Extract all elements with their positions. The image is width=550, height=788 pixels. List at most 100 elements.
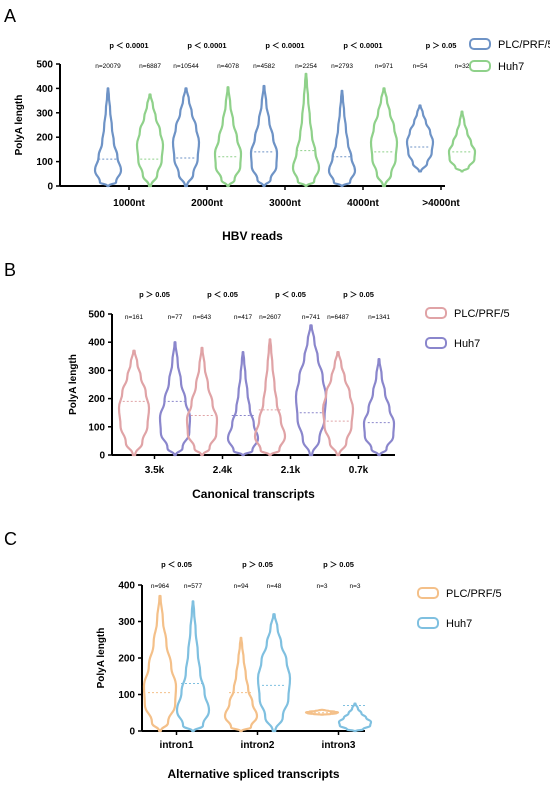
- n-count-label: n=77: [168, 314, 183, 321]
- n-count-label: n=10544: [173, 63, 199, 70]
- y-tick-label: 200: [88, 394, 105, 405]
- n-count-label: n=577: [184, 583, 203, 590]
- y-tick-label: 100: [88, 422, 105, 433]
- x-axis-title: Canonical transcripts: [192, 487, 315, 501]
- p-value-label: p ＞ 0.05: [343, 290, 374, 299]
- y-tick-label: 200: [118, 654, 135, 665]
- n-count-label: n=2793: [331, 63, 353, 70]
- x-tick-label: 1000nt: [113, 198, 145, 209]
- violin-plc-prf-5: [249, 84, 279, 188]
- x-tick-label: 2.4k: [213, 465, 233, 476]
- legend-label: PLC/PRF/5: [446, 588, 502, 600]
- violin-plc-prf-5: [142, 594, 178, 733]
- x-tick-label: 2.1k: [281, 465, 301, 476]
- panel-c: C 0 100 200 300 400 PolyA length p ＜ 0.05 n=964 n…: [4, 529, 502, 781]
- p-value-label: p ＜ 0.0001: [109, 41, 148, 50]
- n-count-label: n=4582: [253, 63, 275, 70]
- n-count-label: n=971: [375, 63, 394, 70]
- violin-plc-prf-5: [327, 89, 357, 188]
- legend-label: PLC/PRF/5: [498, 39, 550, 51]
- n-count-label: n=4078: [217, 63, 239, 70]
- p-value-label: p ＜ 0.0001: [265, 41, 304, 50]
- p-value-label: p ＜ 0.05: [207, 290, 238, 299]
- y-tick-label: 300: [36, 108, 53, 119]
- panel-letter: C: [4, 529, 17, 549]
- n-count-label: n=6887: [139, 63, 161, 70]
- x-tick-label: 4000nt: [347, 198, 379, 209]
- violin-plc-prf-5: [93, 87, 123, 188]
- n-count-label: n=2607: [259, 314, 281, 321]
- p-value-label: p ＞ 0.05: [323, 560, 354, 569]
- y-tick-label: 400: [118, 581, 135, 592]
- legend-label: PLC/PRF/5: [454, 308, 510, 320]
- violin-huh7: [213, 86, 243, 188]
- y-tick-label: 400: [36, 84, 53, 95]
- legend-swatch: [469, 38, 491, 50]
- y-tick-label: 100: [118, 690, 135, 701]
- n-count-label: n=3: [316, 583, 327, 590]
- panel-a: A 0 100 200 300 400 500 PolyA length p ＜ 0.0001 n…: [4, 6, 550, 243]
- n-count-label: n=1341: [368, 314, 390, 321]
- n-count-label: n=32: [455, 63, 470, 70]
- y-tick-label: 0: [47, 182, 53, 193]
- legend-label: Huh7: [454, 338, 480, 350]
- violin-plc-prf-5: [117, 349, 151, 457]
- legend-swatch: [425, 337, 447, 349]
- violin-huh7: [447, 110, 477, 173]
- x-tick-label: >4000nt: [422, 198, 460, 209]
- violin-huh7: [362, 358, 396, 457]
- p-value-label: p ＞ 0.05: [242, 560, 273, 569]
- y-tick-label: 200: [36, 133, 53, 144]
- violin-huh7: [158, 341, 192, 457]
- y-axis-title: PolyA length: [68, 354, 79, 415]
- violin-plc-prf-5: [185, 346, 219, 457]
- p-value-label: p ＜ 0.0001: [187, 41, 226, 50]
- x-tick-label: intron3: [322, 740, 356, 751]
- y-tick-label: 500: [88, 310, 105, 321]
- violin-huh7: [369, 87, 399, 188]
- p-value-label: p ＞ 0.05: [426, 41, 457, 50]
- violin-huh7: [291, 72, 321, 188]
- violin-huh7: [337, 702, 373, 733]
- violin-plc-prf-5: [253, 338, 287, 457]
- violin-huh7: [175, 600, 211, 733]
- y-tick-label: 0: [99, 451, 105, 462]
- n-count-label: n=54: [413, 63, 428, 70]
- panel-letter: A: [4, 6, 16, 26]
- violin-huh7: [226, 351, 260, 457]
- x-axis-title: HBV reads: [222, 229, 283, 243]
- violin-plc-prf-5: [321, 351, 355, 457]
- legend-swatch: [417, 587, 439, 599]
- y-tick-label: 400: [88, 338, 105, 349]
- n-count-label: n=2254: [295, 63, 317, 70]
- violin-plc-prf-5: [405, 104, 435, 173]
- violin-plc-prf-5: [304, 708, 340, 716]
- n-count-label: n=161: [125, 314, 144, 321]
- n-count-label: n=94: [234, 583, 249, 590]
- x-tick-label: 2000nt: [191, 198, 223, 209]
- n-count-label: n=6487: [327, 314, 349, 321]
- y-axis-title: PolyA length: [14, 95, 25, 156]
- p-value-label: p ＞ 0.05: [139, 290, 170, 299]
- p-value-label: p ＜ 0.05: [161, 560, 192, 569]
- p-value-label: p ＜ 0.0001: [343, 41, 382, 50]
- legend-label: Huh7: [498, 61, 524, 73]
- x-axis-title: Alternative spliced transcripts: [167, 767, 339, 781]
- x-tick-label: 3.5k: [145, 465, 165, 476]
- n-count-label: n=643: [193, 314, 212, 321]
- y-tick-label: 300: [118, 617, 135, 628]
- legend-label: Huh7: [446, 618, 472, 630]
- y-tick-label: 0: [129, 727, 135, 738]
- x-tick-label: intron1: [160, 740, 194, 751]
- legend-swatch: [425, 307, 447, 319]
- panel-letter: B: [4, 260, 16, 280]
- violin-plc-prf-5: [223, 636, 259, 733]
- n-count-label: n=741: [302, 314, 321, 321]
- n-count-label: n=20079: [95, 63, 121, 70]
- y-tick-label: 300: [88, 366, 105, 377]
- x-tick-label: 0.7k: [349, 465, 369, 476]
- n-count-label: n=417: [234, 314, 253, 321]
- legend-swatch: [417, 617, 439, 629]
- p-value-label: p ＜ 0.05: [275, 290, 306, 299]
